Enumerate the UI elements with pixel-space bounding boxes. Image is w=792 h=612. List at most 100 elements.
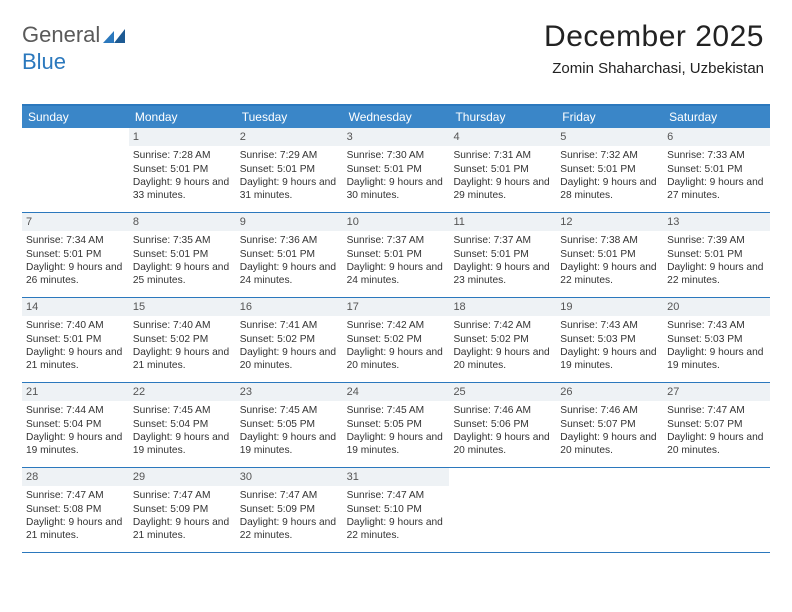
day-cell: 5Sunrise: 7:32 AMSunset: 5:01 PMDaylight… [556, 128, 663, 212]
week-row: 21Sunrise: 7:44 AMSunset: 5:04 PMDayligh… [22, 383, 770, 468]
week-row: 1Sunrise: 7:28 AMSunset: 5:01 PMDaylight… [22, 128, 770, 213]
day-cell: 6Sunrise: 7:33 AMSunset: 5:01 PMDaylight… [663, 128, 770, 212]
day-number: 10 [343, 213, 450, 231]
sunset-line: Sunset: 5:09 PM [240, 503, 339, 516]
sunset-line: Sunset: 5:08 PM [26, 503, 125, 516]
daylight-line: Daylight: 9 hours and 19 minutes. [560, 346, 659, 373]
daylight-line: Daylight: 9 hours and 19 minutes. [240, 431, 339, 458]
sunrise-line: Sunrise: 7:47 AM [347, 489, 446, 502]
sunrise-line: Sunrise: 7:44 AM [26, 404, 125, 417]
sunset-line: Sunset: 5:01 PM [560, 248, 659, 261]
sunrise-line: Sunrise: 7:42 AM [453, 319, 552, 332]
daylight-line: Daylight: 9 hours and 20 minutes. [560, 431, 659, 458]
day-cell [663, 468, 770, 552]
daylight-line: Daylight: 9 hours and 20 minutes. [347, 346, 446, 373]
week-row: 14Sunrise: 7:40 AMSunset: 5:01 PMDayligh… [22, 298, 770, 383]
sunrise-line: Sunrise: 7:47 AM [240, 489, 339, 502]
sunrise-line: Sunrise: 7:45 AM [240, 404, 339, 417]
daylight-line: Daylight: 9 hours and 24 minutes. [240, 261, 339, 288]
day-cell: 30 Sunrise: 7:47 AMSunset: 5:09 PMDayligh… [236, 468, 343, 552]
daylight-line: Daylight: 9 hours and 20 minutes. [453, 431, 552, 458]
sunset-line: Sunset: 5:03 PM [560, 333, 659, 346]
day-cell: 20 Sunrise: 7:43 AMSunset: 5:03 PMDayligh… [663, 298, 770, 382]
day-number: 14 [22, 298, 129, 316]
daylight-line: Daylight: 9 hours and 22 minutes. [560, 261, 659, 288]
day-cell: 25Sunrise: 7:46 AMSunset: 5:06 PMDayligh… [449, 383, 556, 467]
sunset-line: Sunset: 5:01 PM [667, 248, 766, 261]
daylight-line: Daylight: 9 hours and 21 minutes. [26, 346, 125, 373]
day-cell: 10Sunrise: 7:37 AMSunset: 5:01 PMDayligh… [343, 213, 450, 297]
sunset-line: Sunset: 5:02 PM [133, 333, 232, 346]
sunrise-line: Sunrise: 7:37 AM [347, 234, 446, 247]
day-number: 1 [129, 128, 236, 146]
sunset-line: Sunset: 5:01 PM [240, 163, 339, 176]
daylight-line: Daylight: 9 hours and 33 minutes. [133, 176, 232, 203]
daylight-line: Daylight: 9 hours and 21 minutes. [133, 516, 232, 543]
daylight-line: Daylight: 9 hours and 26 minutes. [26, 261, 125, 288]
day-cell: 2Sunrise: 7:29 AMSunset: 5:01 PMDaylight… [236, 128, 343, 212]
sunset-line: Sunset: 5:05 PM [240, 418, 339, 431]
daylight-line: Daylight: 9 hours and 19 minutes. [347, 431, 446, 458]
sunrise-line: Sunrise: 7:28 AM [133, 149, 232, 162]
sunrise-line: Sunrise: 7:43 AM [560, 319, 659, 332]
day-number: 9 [236, 213, 343, 231]
dow-cell: Monday [129, 106, 236, 128]
daylight-line: Daylight: 9 hours and 30 minutes. [347, 176, 446, 203]
daylight-line: Daylight: 9 hours and 20 minutes. [240, 346, 339, 373]
day-number: 28 [22, 468, 129, 486]
sunset-line: Sunset: 5:04 PM [133, 418, 232, 431]
sunset-line: Sunset: 5:09 PM [133, 503, 232, 516]
sunrise-line: Sunrise: 7:39 AM [667, 234, 766, 247]
daylight-line: Daylight: 9 hours and 20 minutes. [453, 346, 552, 373]
week-row: 28Sunrise: 7:47 AMSunset: 5:08 PMDayligh… [22, 468, 770, 553]
daylight-line: Daylight: 9 hours and 23 minutes. [453, 261, 552, 288]
daylight-line: Daylight: 9 hours and 21 minutes. [133, 346, 232, 373]
sunrise-line: Sunrise: 7:45 AM [347, 404, 446, 417]
daylight-line: Daylight: 9 hours and 22 minutes. [240, 516, 339, 543]
sunset-line: Sunset: 5:05 PM [347, 418, 446, 431]
sunset-line: Sunset: 5:02 PM [347, 333, 446, 346]
day-cell: 28Sunrise: 7:47 AMSunset: 5:08 PMDayligh… [22, 468, 129, 552]
sunset-line: Sunset: 5:10 PM [347, 503, 446, 516]
dow-cell: Sunday [22, 106, 129, 128]
weeks-container: 1Sunrise: 7:28 AMSunset: 5:01 PMDaylight… [22, 128, 770, 553]
day-cell: 3Sunrise: 7:30 AMSunset: 5:01 PMDaylight… [343, 128, 450, 212]
day-number: 8 [129, 213, 236, 231]
sunset-line: Sunset: 5:01 PM [240, 248, 339, 261]
brand-logo: General Blue [22, 22, 125, 75]
day-cell: 29Sunrise: 7:47 AMSunset: 5:09 PMDayligh… [129, 468, 236, 552]
day-cell: 23Sunrise: 7:45 AMSunset: 5:05 PMDayligh… [236, 383, 343, 467]
day-cell: 13Sunrise: 7:39 AMSunset: 5:01 PMDayligh… [663, 213, 770, 297]
day-number: 4 [449, 128, 556, 146]
day-number: 30 [236, 468, 343, 486]
sunset-line: Sunset: 5:07 PM [560, 418, 659, 431]
sunrise-line: Sunrise: 7:47 AM [26, 489, 125, 502]
sunset-line: Sunset: 5:04 PM [26, 418, 125, 431]
daylight-line: Daylight: 9 hours and 28 minutes. [560, 176, 659, 203]
sunrise-line: Sunrise: 7:46 AM [453, 404, 552, 417]
day-number: 6 [663, 128, 770, 146]
calendar: SundayMondayTuesdayWednesdayThursdayFrid… [22, 104, 770, 553]
day-number: 25 [449, 383, 556, 401]
sunrise-line: Sunrise: 7:41 AM [240, 319, 339, 332]
week-row: 7Sunrise: 7:34 AMSunset: 5:01 PMDaylight… [22, 213, 770, 298]
daylight-line: Daylight: 9 hours and 22 minutes. [667, 261, 766, 288]
day-number: 16 [236, 298, 343, 316]
day-cell: 18Sunrise: 7:42 AMSunset: 5:02 PMDayligh… [449, 298, 556, 382]
sunset-line: Sunset: 5:01 PM [26, 248, 125, 261]
sunrise-line: Sunrise: 7:31 AM [453, 149, 552, 162]
sunset-line: Sunset: 5:03 PM [667, 333, 766, 346]
day-cell: 27Sunrise: 7:47 AMSunset: 5:07 PMDayligh… [663, 383, 770, 467]
sunset-line: Sunset: 5:01 PM [667, 163, 766, 176]
daylight-line: Daylight: 9 hours and 31 minutes. [240, 176, 339, 203]
day-cell: 7Sunrise: 7:34 AMSunset: 5:01 PMDaylight… [22, 213, 129, 297]
day-number: 20 [663, 298, 770, 316]
location: Zomin Shaharchasi, Uzbekistan [544, 60, 764, 77]
dow-cell: Friday [556, 106, 663, 128]
daylight-line: Daylight: 9 hours and 19 minutes. [667, 346, 766, 373]
day-cell [556, 468, 663, 552]
day-number: 19 [556, 298, 663, 316]
sunrise-line: Sunrise: 7:40 AM [133, 319, 232, 332]
sunrise-line: Sunrise: 7:29 AM [240, 149, 339, 162]
sunrise-line: Sunrise: 7:43 AM [667, 319, 766, 332]
